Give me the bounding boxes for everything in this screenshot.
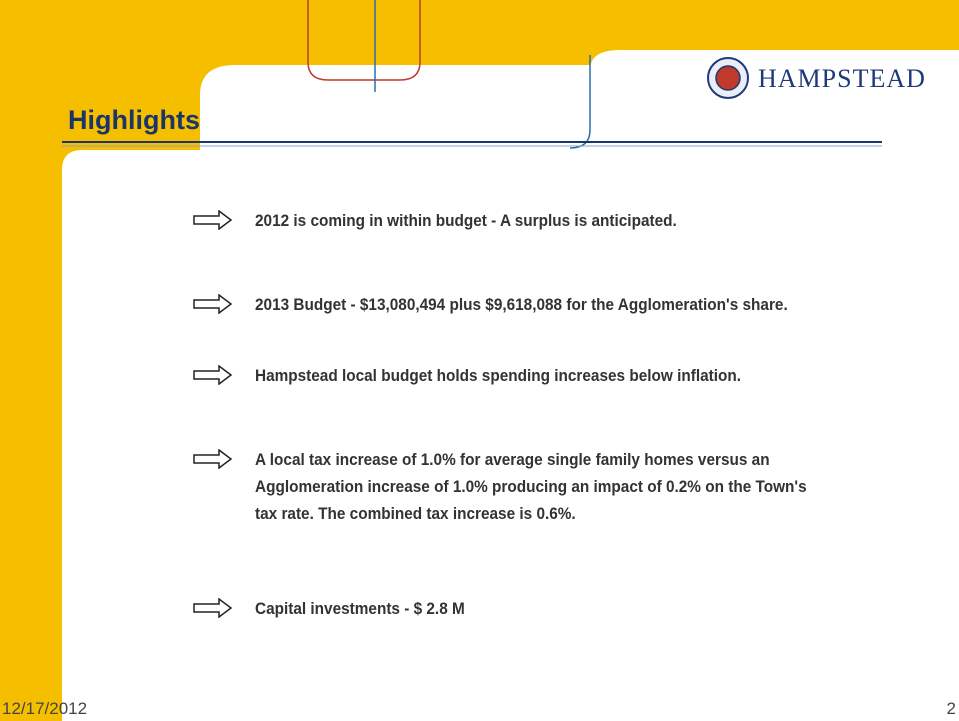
deco-line xyxy=(307,0,421,81)
arrow-icon xyxy=(193,210,233,230)
bullet-text: 2013 Budget - $13,080,494 plus $9,618,08… xyxy=(255,296,788,314)
arrow-icon xyxy=(193,294,233,314)
arrow-icon xyxy=(193,365,233,385)
page-number: 2 xyxy=(946,699,956,718)
content-panel xyxy=(62,50,959,721)
footer-date: 12/17/2012 xyxy=(2,699,88,718)
slide-title: Highlights xyxy=(68,105,200,135)
bullet-text: A local tax increase of 1.0% for average… xyxy=(255,451,807,523)
logo-emblem xyxy=(715,65,741,91)
arrow-icon xyxy=(193,598,233,618)
header-panel xyxy=(200,65,590,150)
logo-text: HAMPSTEAD xyxy=(758,64,926,93)
bullet-text: 2012 is coming in within budget - A surp… xyxy=(255,212,677,230)
arrow-icon xyxy=(193,449,233,469)
bullet-text: Capital investments - $ 2.8 M xyxy=(255,600,465,618)
bullet-text: Hampstead local budget holds spending in… xyxy=(255,367,742,385)
